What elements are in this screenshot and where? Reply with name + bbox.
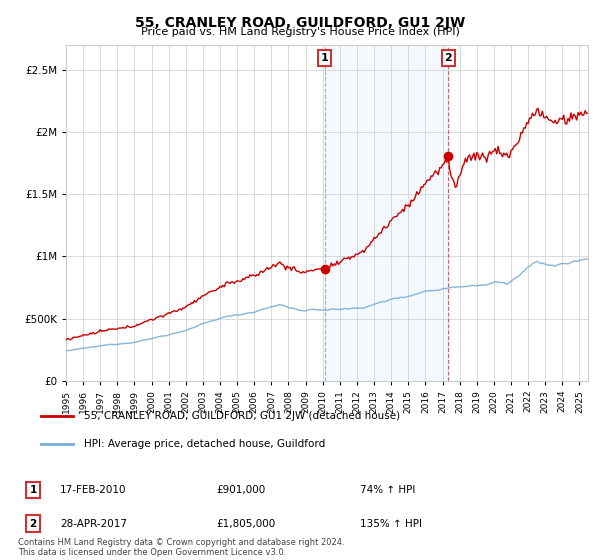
Text: £1,805,000: £1,805,000: [216, 519, 275, 529]
Text: Price paid vs. HM Land Registry's House Price Index (HPI): Price paid vs. HM Land Registry's House …: [140, 27, 460, 37]
Text: 1: 1: [321, 53, 329, 63]
Text: 28-APR-2017: 28-APR-2017: [60, 519, 127, 529]
Text: 1: 1: [29, 485, 37, 495]
Bar: [325, 45, 448, 381]
Text: Contains HM Land Registry data © Crown copyright and database right 2024.
This d: Contains HM Land Registry data © Crown c…: [18, 538, 344, 557]
Text: £901,000: £901,000: [216, 485, 265, 495]
Text: 2: 2: [444, 53, 452, 63]
Text: 17-FEB-2010: 17-FEB-2010: [60, 485, 127, 495]
Text: 55, CRANLEY ROAD, GUILDFORD, GU1 2JW (detached house): 55, CRANLEY ROAD, GUILDFORD, GU1 2JW (de…: [84, 410, 400, 421]
Text: 2: 2: [29, 519, 37, 529]
Text: 55, CRANLEY ROAD, GUILDFORD, GU1 2JW: 55, CRANLEY ROAD, GUILDFORD, GU1 2JW: [135, 16, 465, 30]
Text: 135% ↑ HPI: 135% ↑ HPI: [360, 519, 422, 529]
Text: 74% ↑ HPI: 74% ↑ HPI: [360, 485, 415, 495]
Text: HPI: Average price, detached house, Guildford: HPI: Average price, detached house, Guil…: [84, 439, 325, 449]
